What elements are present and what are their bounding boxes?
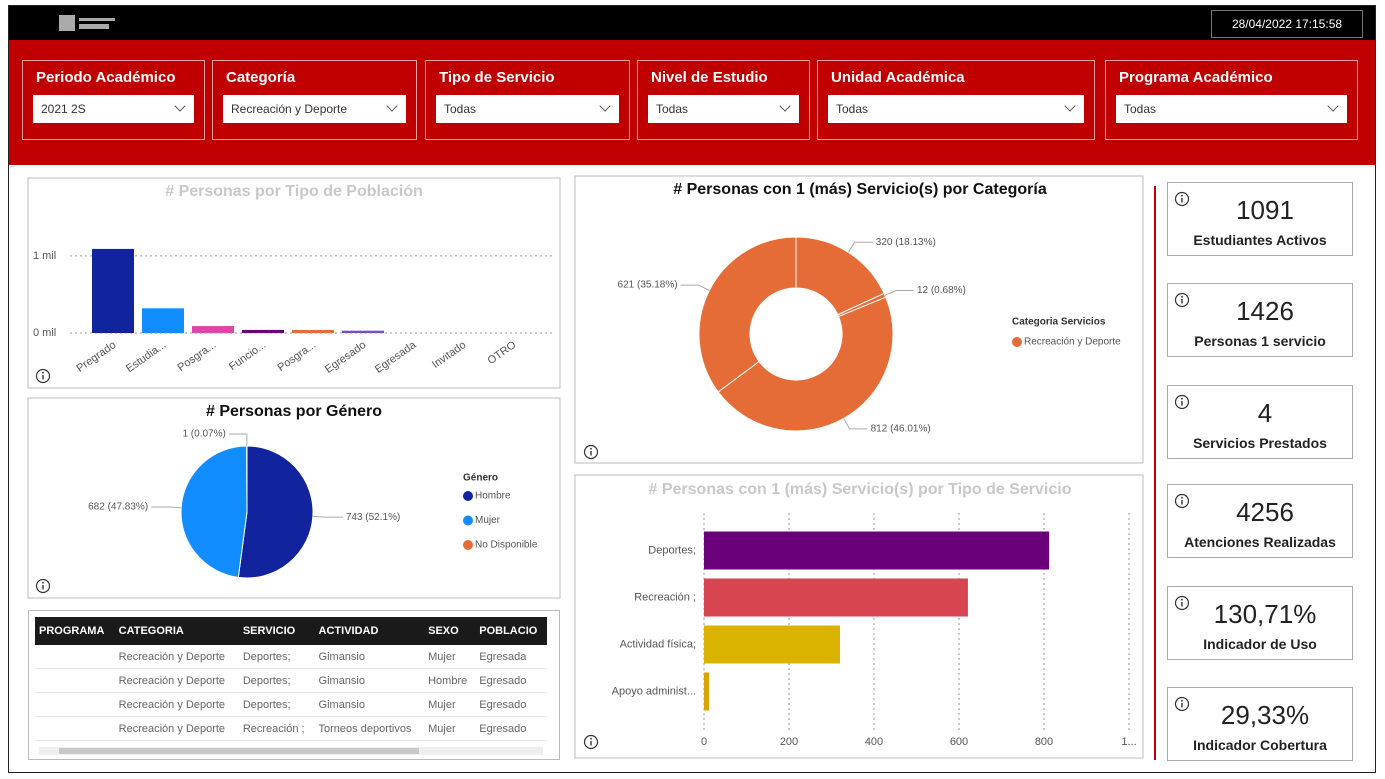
kpi-label: Estudiantes Activos [1193, 232, 1327, 248]
table-cell: Recreación y Deporte [114, 668, 239, 693]
table-cell: Egresado [475, 668, 547, 693]
filter-label: Periodo Académico [36, 69, 176, 86]
table-cell: Mujer [424, 692, 476, 717]
filter: Categoría Recreación y Deporte [212, 60, 417, 140]
filter-label: Unidad Académica [831, 69, 965, 86]
table-cell: Recreación ; [238, 716, 315, 741]
table-cell: Recreación y Deporte [114, 716, 239, 741]
dropdown[interactable]: 2021 2S [33, 95, 194, 123]
filter-label: Programa Académico [1119, 69, 1273, 86]
frame [8, 5, 1376, 773]
kpi-label: Atenciones Realizadas [1184, 534, 1336, 550]
filter: Programa Académico Todas [1105, 60, 1358, 140]
table-cell: Recreación y Deporte [114, 692, 239, 717]
column-header: SERVICIO [238, 617, 315, 645]
table-cell: Egresada [475, 645, 547, 669]
kpi-label: Personas 1 servicio [1194, 333, 1326, 349]
kpi-card: 4 Servicios Prestados [1167, 385, 1353, 459]
table-cell: Hombre [424, 668, 476, 693]
dropdown[interactable]: Recreación y Deporte [223, 95, 406, 123]
filter-band: Periodo Académico 2021 2S Categoría Recreac… [9, 40, 1375, 165]
table-cell [35, 645, 115, 669]
table-cell: Recreación y Deporte [114, 645, 239, 669]
column-header: CATEGORIA [114, 617, 239, 645]
filter: Tipo de Servicio Todas [425, 60, 630, 140]
kpi-card: 1426 Personas 1 servicio [1167, 283, 1353, 357]
kpi-card: 29,33% Indicador Cobertura [1167, 687, 1353, 761]
table-cell: Egresado [475, 692, 547, 717]
kpi-value: 1091 [1236, 195, 1294, 225]
column-header: PROGRAMA [35, 617, 115, 645]
column-header: SEXO [424, 617, 476, 645]
table-cell [35, 716, 115, 741]
table-row: Recreación y Deporte Deportes; Gimansio Hom… [35, 668, 547, 693]
divider [1154, 186, 1156, 760]
table-cell [35, 692, 115, 717]
table-cell: Mujer [424, 645, 476, 669]
kpi-value: 4256 [1236, 497, 1294, 527]
dropdown[interactable]: Todas [1116, 95, 1347, 123]
table-cell: Gimansio [314, 668, 425, 693]
dropdown[interactable]: Todas [828, 95, 1084, 123]
dropdown[interactable]: Todas [436, 95, 619, 123]
table-cell [35, 668, 115, 693]
table-cell: Deportes; [238, 692, 315, 717]
kpi-label: Indicador de Uso [1203, 636, 1317, 652]
dropdown[interactable]: Todas [648, 95, 799, 123]
filter-label: Tipo de Servicio [439, 69, 555, 86]
kpi-label: Indicador Cobertura [1193, 737, 1327, 753]
kpi-value: 4 [1257, 398, 1273, 428]
kpi-card: 1091 Estudiantes Activos [1167, 182, 1353, 256]
table-cell: Gimansio [314, 645, 425, 669]
kpi-value: 130,71% [1213, 599, 1317, 629]
kpi-card: 130,71% Indicador de Uso [1167, 586, 1353, 660]
filter: Unidad Académica Todas [817, 60, 1095, 140]
column-header: POBLACIO [475, 617, 547, 645]
table-cell: Egresado [475, 716, 547, 741]
top-bar: 28/04/2022 17:15:58 [9, 6, 1375, 40]
kpi-card: 4256 Atenciones Realizadas [1167, 484, 1353, 558]
kpi-label: Servicios Prestados [1193, 435, 1327, 451]
table: PROGRAMA CATEGORIA SERVICIO ACTIVIDAD SEXO PO… [35, 617, 547, 741]
filter: Nivel de Estudio Todas [637, 60, 810, 140]
timestamp: 28/04/2022 17:15:58 [1211, 10, 1363, 38]
kpi-value: 29,33% [1220, 700, 1310, 730]
table-cell: Deportes; [238, 668, 315, 693]
table-cell: Mujer [424, 716, 476, 741]
header-row: PROGRAMA CATEGORIA SERVICIO ACTIVIDAD SEXO PO… [35, 617, 547, 645]
data-table: PROGRAMA CATEGORIA SERVICIO ACTIVIDAD SEXO PO… [28, 610, 560, 760]
filter-label: Nivel de Estudio [651, 69, 768, 86]
table-cell: Torneos deportivos [314, 716, 425, 741]
table-row: Recreación y Deporte Deportes; Gimansio Muj… [35, 692, 547, 717]
table-cell: Deportes; [238, 645, 315, 669]
filter-label: Categoría [226, 69, 296, 86]
kpi-value: 1426 [1236, 296, 1294, 326]
table-row: Recreación y Deporte Deportes; Gimansio Muj… [35, 645, 547, 669]
table-row: Recreación y Deporte Recreación ; Torneos … [35, 716, 547, 741]
scrollbar[interactable] [39, 747, 543, 755]
table-cell: Gimansio [314, 692, 425, 717]
logo [59, 15, 121, 31]
column-header: ACTIVIDAD [314, 617, 425, 645]
filter: Periodo Académico 2021 2S [22, 60, 205, 140]
